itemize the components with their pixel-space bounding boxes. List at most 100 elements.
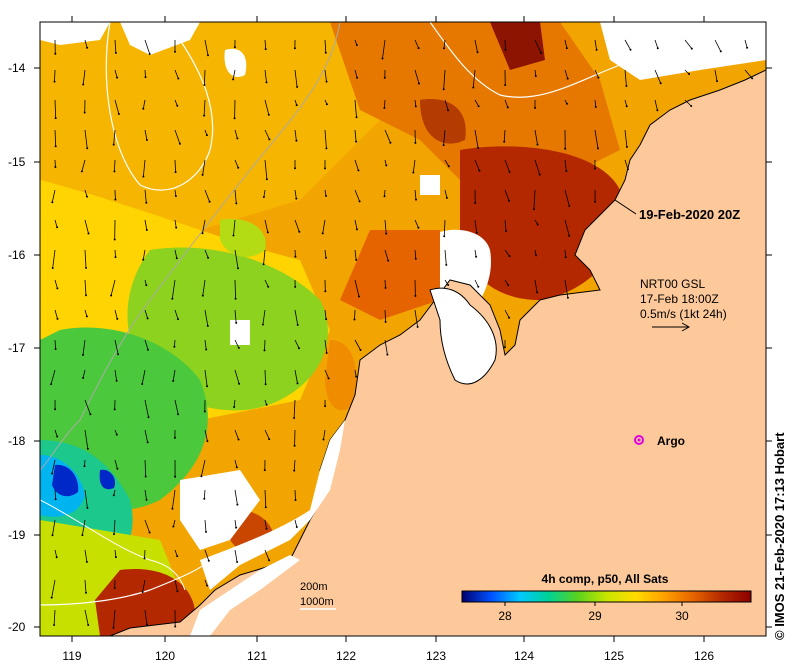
current-vector-arrow <box>234 279 236 299</box>
current-vector-head-icon <box>142 258 145 261</box>
colorbar-gradient <box>461 590 752 603</box>
current-vector-head-icon <box>295 104 298 107</box>
current-vector-arrow <box>474 219 478 233</box>
current-vector-arrow <box>294 489 296 501</box>
current-vector-arrow <box>84 219 89 234</box>
current-vector-head-icon <box>233 117 236 120</box>
current-vector-head-icon <box>145 139 148 141</box>
current-vector-head-icon <box>566 296 569 299</box>
current-vector-head-icon <box>86 195 88 198</box>
current-vector-head-icon <box>232 234 235 237</box>
lon-tick-label: 121 <box>247 649 267 663</box>
current-vector-head-icon <box>565 102 568 105</box>
current-vector-head-icon <box>263 349 266 352</box>
current-vector-head-icon <box>325 318 328 321</box>
argo-float-icon <box>634 435 644 445</box>
current-vector-head-icon <box>85 266 87 269</box>
current-vector-head-icon <box>384 286 387 289</box>
current-vector-head-icon <box>174 195 177 197</box>
scale-arrow-head-icon <box>681 322 691 332</box>
current-vector-head-icon <box>325 352 328 354</box>
current-vector-head-icon <box>262 196 265 198</box>
current-vector-head-icon <box>294 499 297 501</box>
current-vector-arrow <box>202 219 206 234</box>
current-vector-arrow <box>264 429 270 440</box>
current-vector-head-icon <box>208 200 211 203</box>
current-vector-arrow <box>564 39 568 49</box>
current-vector-head-icon <box>145 623 148 626</box>
current-vector-head-icon <box>267 113 270 116</box>
current-vector-head-icon <box>146 441 149 444</box>
current-vector-head-icon <box>148 53 151 55</box>
current-vector-head-icon <box>296 323 299 326</box>
current-vector-arrow <box>382 39 386 59</box>
current-vector-arrow <box>114 339 119 355</box>
current-vector-head-icon <box>114 256 117 259</box>
current-vector-head-icon <box>176 104 179 107</box>
current-vector-head-icon <box>51 267 54 269</box>
current-vector-arrow <box>714 69 718 82</box>
current-vector-arrow <box>172 369 176 381</box>
current-vector-arrow <box>144 309 148 319</box>
current-vector-head-icon <box>172 525 175 528</box>
current-vector-head-icon <box>359 349 362 351</box>
current-vector-head-icon <box>236 137 239 140</box>
current-vector-head-icon <box>55 556 58 559</box>
current-vector-arrow <box>264 69 267 83</box>
current-vector-head-icon <box>80 170 83 173</box>
current-scale-label: 0.5m/s (1kt 24h) <box>640 307 727 321</box>
current-vector-arrow <box>54 429 58 437</box>
current-vector-head-icon <box>659 82 662 85</box>
current-vector-arrow <box>443 69 446 90</box>
current-vector-arrow <box>384 189 386 197</box>
current-vector-arrow <box>504 249 510 257</box>
current-vector-arrow <box>84 279 87 296</box>
current-vector-arrow <box>113 519 116 535</box>
current-vector-arrow <box>264 279 269 287</box>
current-vector-arrow <box>294 339 300 349</box>
current-vector-head-icon <box>113 170 116 173</box>
current-vector-head-icon <box>565 170 568 173</box>
current-vector-arrow <box>202 159 206 175</box>
current-vector-head-icon <box>54 498 57 501</box>
current-vector-head-icon <box>475 255 478 258</box>
current-vector-head-icon <box>688 73 691 75</box>
current-vector-arrow <box>534 39 542 54</box>
colorbar-title: 4h comp, p50, All Sats <box>542 572 669 586</box>
current-vector-arrow <box>52 249 56 269</box>
current-vector-head-icon <box>296 382 299 385</box>
current-vector-arrow <box>234 369 240 384</box>
current-vector-head-icon <box>383 106 386 109</box>
current-vector-head-icon <box>56 317 59 320</box>
current-vector-arrow <box>414 69 420 84</box>
current-vector-head-icon <box>205 134 208 137</box>
current-vector-head-icon <box>203 114 206 117</box>
current-vector-arrow <box>84 609 89 626</box>
current-vector-arrow <box>174 159 176 173</box>
current-vector-head-icon <box>205 348 208 351</box>
current-vector-head-icon <box>358 295 360 298</box>
current-vector-head-icon <box>535 254 538 257</box>
current-vector-head-icon <box>656 47 659 50</box>
current-vector-arrow <box>144 219 148 231</box>
current-vector-arrow <box>114 99 120 115</box>
current-vector-arrow <box>54 69 56 82</box>
current-vector-arrow <box>384 309 386 322</box>
current-vector-arrow <box>414 219 419 228</box>
current-vector-head-icon <box>504 346 506 349</box>
current-vector-arrow <box>174 99 178 106</box>
current-vector-arrow <box>323 429 326 440</box>
argo-marker: Argo <box>634 434 685 448</box>
current-vector-arrow <box>52 519 56 536</box>
current-vector-head-icon <box>295 197 298 200</box>
current-legend: NRT00 GSL 17-Feb 18:00Z 0.5m/s (1kt 24h) <box>640 277 727 332</box>
current-vector-arrow <box>143 159 146 177</box>
current-vector-arrow <box>233 399 236 408</box>
current-vector-head-icon <box>232 78 235 81</box>
current-vector-arrow <box>294 129 297 141</box>
current-vector-head-icon <box>536 143 539 146</box>
current-vector-arrow <box>114 459 118 469</box>
current-vector-arrow <box>172 489 176 509</box>
current-vector-arrow <box>51 459 56 474</box>
current-vector-head-icon <box>325 103 328 106</box>
